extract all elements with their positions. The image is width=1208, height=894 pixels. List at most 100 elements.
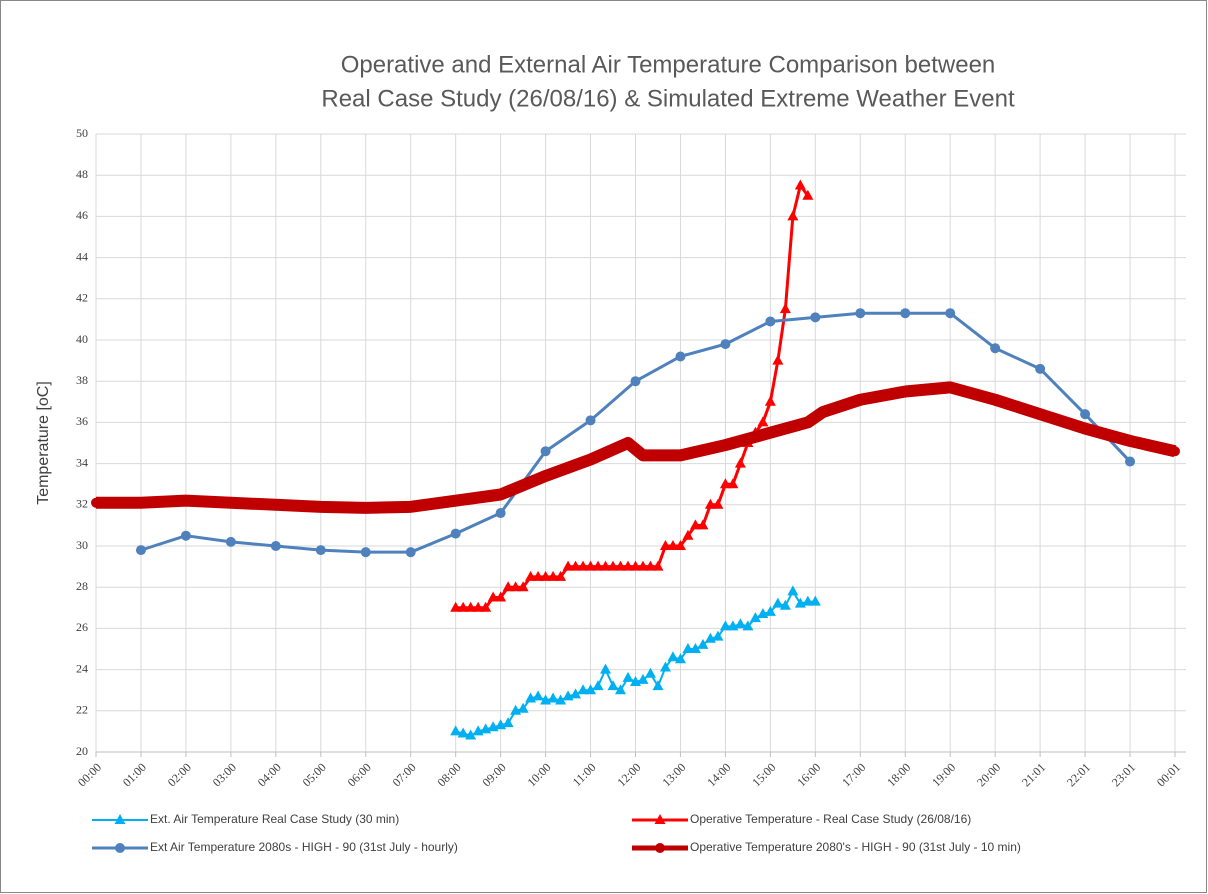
data-point bbox=[630, 560, 641, 571]
data-point bbox=[644, 560, 656, 571]
data-point bbox=[719, 620, 731, 631]
data-point bbox=[607, 680, 619, 691]
data-point bbox=[502, 581, 514, 592]
data-point bbox=[764, 395, 776, 406]
legend-label: Operative Temperature - Real Case Study … bbox=[690, 812, 971, 826]
y-tick-label: 36 bbox=[76, 414, 88, 428]
data-point bbox=[787, 585, 799, 596]
data-point bbox=[570, 688, 582, 699]
data-point bbox=[532, 690, 544, 701]
data-point bbox=[91, 497, 101, 508]
data-point bbox=[517, 581, 529, 592]
data-point bbox=[787, 210, 799, 221]
data-point bbox=[667, 651, 679, 662]
data-point bbox=[547, 570, 559, 581]
data-point bbox=[689, 519, 701, 530]
data-point bbox=[667, 540, 679, 550]
data-point bbox=[900, 308, 911, 319]
data-point bbox=[585, 684, 597, 695]
data-point bbox=[674, 653, 686, 664]
y-tick-label: 46 bbox=[76, 208, 88, 222]
y-tick-label: 30 bbox=[76, 538, 88, 552]
y-tick-label: 48 bbox=[76, 167, 88, 181]
y-tick-label: 24 bbox=[76, 661, 88, 675]
data-point bbox=[900, 386, 911, 397]
data-point bbox=[817, 407, 828, 418]
data-point bbox=[517, 702, 529, 713]
data-point bbox=[600, 560, 612, 571]
data-point bbox=[990, 343, 1001, 354]
data-point bbox=[682, 529, 694, 540]
data-point bbox=[1080, 409, 1091, 420]
data-point bbox=[637, 673, 649, 684]
data-point bbox=[270, 541, 281, 551]
data-point bbox=[495, 591, 507, 602]
data-point bbox=[697, 519, 709, 530]
data-point bbox=[659, 540, 671, 550]
data-point bbox=[779, 599, 791, 610]
data-point bbox=[225, 497, 236, 508]
data-point bbox=[450, 495, 461, 506]
data-point bbox=[1035, 409, 1046, 420]
y-tick-label: 34 bbox=[76, 455, 88, 469]
data-point bbox=[682, 643, 694, 653]
data-point bbox=[802, 595, 814, 606]
data-point bbox=[1125, 456, 1136, 467]
data-point bbox=[674, 540, 686, 550]
data-point bbox=[779, 303, 791, 314]
data-point bbox=[623, 438, 634, 448]
data-point bbox=[585, 415, 596, 426]
data-point bbox=[697, 638, 709, 649]
data-point bbox=[719, 478, 731, 489]
data-point bbox=[450, 528, 461, 539]
data-point bbox=[659, 661, 671, 672]
data-point bbox=[630, 376, 641, 387]
data-point bbox=[622, 671, 634, 682]
data-point bbox=[734, 457, 746, 468]
data-point bbox=[585, 560, 597, 571]
data-point bbox=[689, 643, 701, 653]
data-point bbox=[712, 498, 724, 509]
data-point bbox=[712, 630, 724, 641]
data-point bbox=[270, 499, 281, 510]
chart-title: Operative and External Air Temperature C… bbox=[341, 51, 996, 78]
data-point bbox=[772, 597, 784, 608]
data-point bbox=[405, 501, 416, 512]
data-point bbox=[585, 454, 596, 465]
data-point bbox=[180, 495, 191, 506]
data-point bbox=[532, 570, 544, 581]
data-point bbox=[1035, 363, 1046, 374]
data-point bbox=[570, 560, 582, 571]
legend-label: Ext Air Temperature 2080s - HIGH - 90 (3… bbox=[150, 840, 458, 854]
data-point bbox=[675, 450, 686, 461]
chart-title: Real Case Study (26/08/16) & Simulated E… bbox=[321, 85, 1015, 112]
y-tick-label: 40 bbox=[76, 332, 88, 346]
data-point bbox=[764, 605, 776, 616]
data-point bbox=[855, 308, 866, 319]
data-point bbox=[652, 560, 664, 571]
data-point bbox=[562, 560, 574, 571]
legend-label: Ext. Air Temperature Real Case Study (30… bbox=[150, 812, 399, 826]
data-point bbox=[802, 417, 813, 428]
data-point bbox=[135, 545, 146, 556]
legend-marker bbox=[115, 843, 125, 853]
data-point bbox=[487, 591, 499, 602]
data-point bbox=[675, 351, 686, 362]
data-point bbox=[540, 470, 551, 481]
data-point bbox=[652, 680, 664, 691]
data-point bbox=[1170, 446, 1180, 457]
data-point bbox=[450, 725, 462, 736]
data-point bbox=[644, 667, 656, 678]
data-point bbox=[622, 560, 634, 571]
data-point bbox=[315, 501, 326, 512]
y-tick-label: 26 bbox=[76, 620, 88, 634]
data-point bbox=[360, 547, 371, 558]
data-point bbox=[742, 620, 754, 631]
data-point bbox=[457, 727, 469, 738]
legend-marker bbox=[655, 843, 665, 853]
y-tick-label: 22 bbox=[76, 703, 88, 717]
data-point bbox=[720, 339, 731, 350]
data-point bbox=[734, 618, 746, 629]
